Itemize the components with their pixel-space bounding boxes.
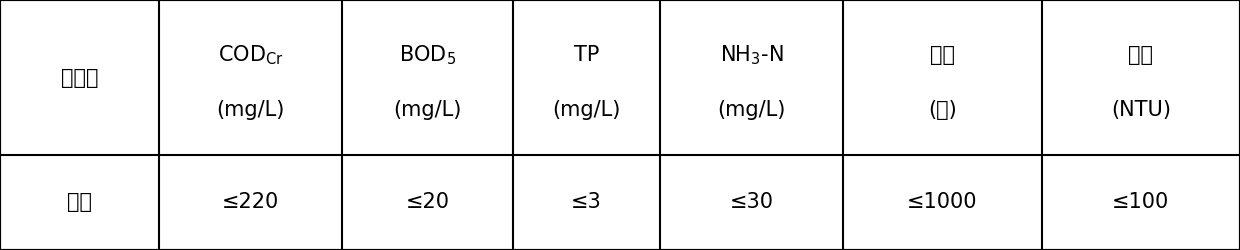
Text: 浊度: 浊度 [1128,45,1153,65]
Text: (NTU): (NTU) [1111,100,1171,120]
Text: ≤220: ≤220 [222,192,279,212]
Text: (倍): (倍) [928,100,957,120]
Text: (mg/L): (mg/L) [552,100,621,120]
Text: ≤20: ≤20 [405,192,450,212]
Text: 色度: 色度 [930,45,955,65]
Text: ≤1000: ≤1000 [908,192,977,212]
Text: COD$_{\mathrm{Cr}}$: COD$_{\mathrm{Cr}}$ [218,43,283,67]
Text: (mg/L): (mg/L) [216,100,285,120]
Text: BOD$_{\mathrm{5}}$: BOD$_{\mathrm{5}}$ [399,43,456,67]
Text: TP: TP [574,45,599,65]
Text: ≤30: ≤30 [729,192,774,212]
Text: ≤100: ≤100 [1112,192,1169,212]
Text: (mg/L): (mg/L) [717,100,786,120]
Text: ≤3: ≤3 [572,192,601,212]
Text: (mg/L): (mg/L) [393,100,463,120]
Text: 污染物: 污染物 [61,68,98,87]
Text: NH$_{\mathrm{3}}$-N: NH$_{\mathrm{3}}$-N [719,43,784,67]
Text: 指标: 指标 [67,192,92,212]
